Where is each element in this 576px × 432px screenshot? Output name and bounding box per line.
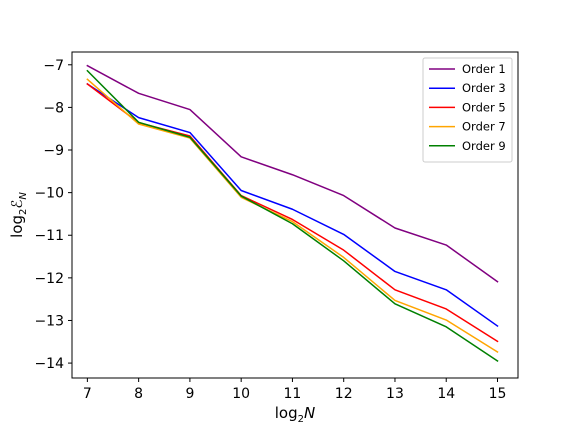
series-line-1 [86,64,499,283]
legend-box [422,57,513,163]
y-tick-label: −8 [43,100,64,116]
x-axis-label-variable: N [304,404,315,422]
legend-label-5: Order 9 [462,139,506,153]
legend-label-4: Order 7 [462,120,506,134]
x-tick-label: 10 [232,386,250,402]
x-tick-label: 14 [437,386,455,402]
y-tick-label: −12 [34,271,64,287]
x-tick-label: 13 [386,386,404,402]
legend-label-1: Order 1 [462,62,506,76]
x-axis-ticks: 7 8 9 10 11 12 13 14 15 [83,378,506,402]
x-tick-label: 8 [134,386,143,402]
series-line-5 [86,69,499,362]
x-axis-label: log2N [275,404,315,425]
y-axis-label-subscript: 2 [18,209,29,215]
y-axis-label-prefix: log [8,215,26,238]
y-axis-label: log2ℰN [8,192,29,238]
series-line-4 [86,78,499,354]
series-line-2 [86,82,499,328]
y-axis-label-variable: ℰ [8,200,26,209]
x-tick-label: 15 [489,386,507,402]
series-layer [86,64,499,362]
legend-items: Order 1 Order 3 Order 5 Order 7 Order 9 [429,62,506,153]
x-axis-label-prefix: log [275,404,298,422]
legend-label-3: Order 5 [462,100,506,114]
legend: Order 1 Order 3 Order 5 Order 7 Order 9 [422,57,513,163]
y-tick-label: −10 [34,186,64,202]
y-axis-ticks: −7 −8 −9 −10 −11 −12 −13 −14 [34,58,72,372]
x-axis-label-subscript: 2 [298,414,304,425]
y-tick-label: −9 [43,143,64,159]
y-axis-label-variable-subscript: N [18,192,29,200]
plot-frame [71,51,519,379]
legend-label-2: Order 3 [462,81,506,95]
y-tick-label: −7 [43,58,64,74]
y-tick-label: −14 [34,356,64,372]
x-tick-label: 9 [185,386,194,402]
y-tick-label: −13 [34,313,64,329]
x-tick-label: 7 [83,386,92,402]
y-tick-label: −11 [34,228,64,244]
x-tick-label: 12 [335,386,353,402]
x-tick-label: 11 [284,386,302,402]
